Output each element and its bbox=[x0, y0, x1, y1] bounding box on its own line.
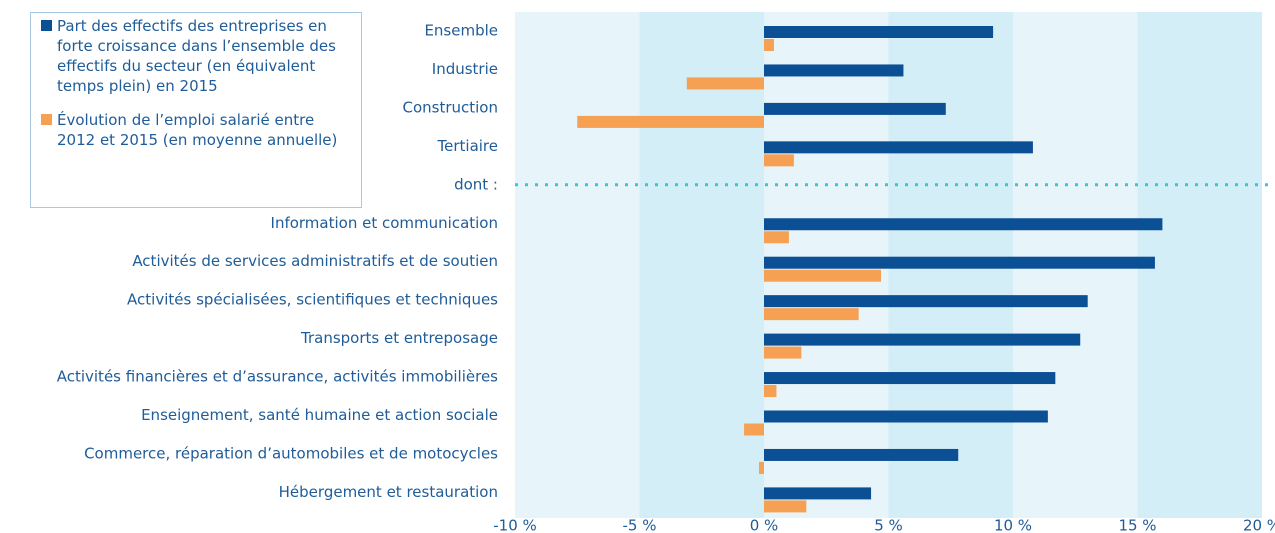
x-tick-label: -5 % bbox=[623, 517, 657, 533]
x-tick-label: 15 % bbox=[1118, 517, 1156, 533]
bar bbox=[764, 308, 859, 321]
y-tick-label: Industrie bbox=[432, 60, 498, 78]
bar bbox=[764, 26, 994, 38]
bar bbox=[764, 269, 882, 282]
grid-band bbox=[639, 12, 764, 518]
grid-band bbox=[1137, 12, 1262, 518]
legend-swatch bbox=[41, 20, 52, 31]
bar bbox=[764, 231, 789, 244]
x-tick-label: 0 % bbox=[750, 517, 779, 533]
legend-label: Évolution de l’emploi salarié entre 2012… bbox=[57, 111, 338, 149]
x-tick-label: 5 % bbox=[874, 517, 903, 533]
y-tick-label: Activités financières et d’assurance, ac… bbox=[57, 368, 498, 386]
x-tick-label: -10 % bbox=[493, 517, 537, 533]
y-tick-label: Activités spécialisées, scientifiques et… bbox=[127, 291, 498, 309]
bar bbox=[764, 500, 807, 513]
bar bbox=[686, 77, 764, 90]
bar bbox=[764, 487, 872, 500]
bar bbox=[764, 218, 1163, 231]
y-tick-label: Tertiaire bbox=[437, 137, 498, 155]
legend-label: Part des effectifs des entreprises en fo… bbox=[57, 17, 336, 95]
legend: Part des effectifs des entreprises en fo… bbox=[30, 12, 362, 208]
y-tick-label: Ensemble bbox=[424, 22, 498, 40]
bar bbox=[764, 410, 1048, 423]
x-tick-label: 10 % bbox=[994, 517, 1032, 533]
bar bbox=[764, 154, 794, 167]
legend-swatch bbox=[41, 114, 52, 125]
bar bbox=[764, 385, 777, 398]
bar bbox=[764, 448, 959, 461]
bar bbox=[764, 346, 802, 359]
bar bbox=[764, 372, 1056, 385]
bar bbox=[764, 64, 904, 77]
legend-entry: Évolution de l’emploi salarié entre 2012… bbox=[41, 110, 351, 150]
y-tick-label: Hébergement et restauration bbox=[279, 483, 498, 501]
bar bbox=[759, 461, 764, 474]
y-tick-label: Activités de services administratifs et … bbox=[132, 252, 498, 270]
bar bbox=[577, 115, 764, 128]
bar bbox=[764, 333, 1081, 346]
bar bbox=[764, 295, 1088, 308]
y-tick-label: Transports et entreposage bbox=[300, 329, 498, 347]
bar bbox=[764, 102, 946, 115]
bar bbox=[744, 423, 764, 436]
legend-entry: Part des effectifs des entreprises en fo… bbox=[41, 16, 351, 96]
x-tick-label: 20 % bbox=[1243, 517, 1275, 533]
y-tick-label: Information et communication bbox=[271, 214, 498, 232]
bar bbox=[764, 256, 1155, 269]
bar bbox=[764, 141, 1033, 154]
y-tick-label: Enseignement, santé humaine et action so… bbox=[141, 406, 498, 424]
y-tick-label: dont : bbox=[454, 175, 498, 193]
bar bbox=[764, 39, 774, 51]
grid-band bbox=[515, 12, 640, 518]
y-tick-label: Commerce, réparation d’automobiles et de… bbox=[84, 444, 498, 462]
y-tick-label: Construction bbox=[402, 98, 498, 116]
